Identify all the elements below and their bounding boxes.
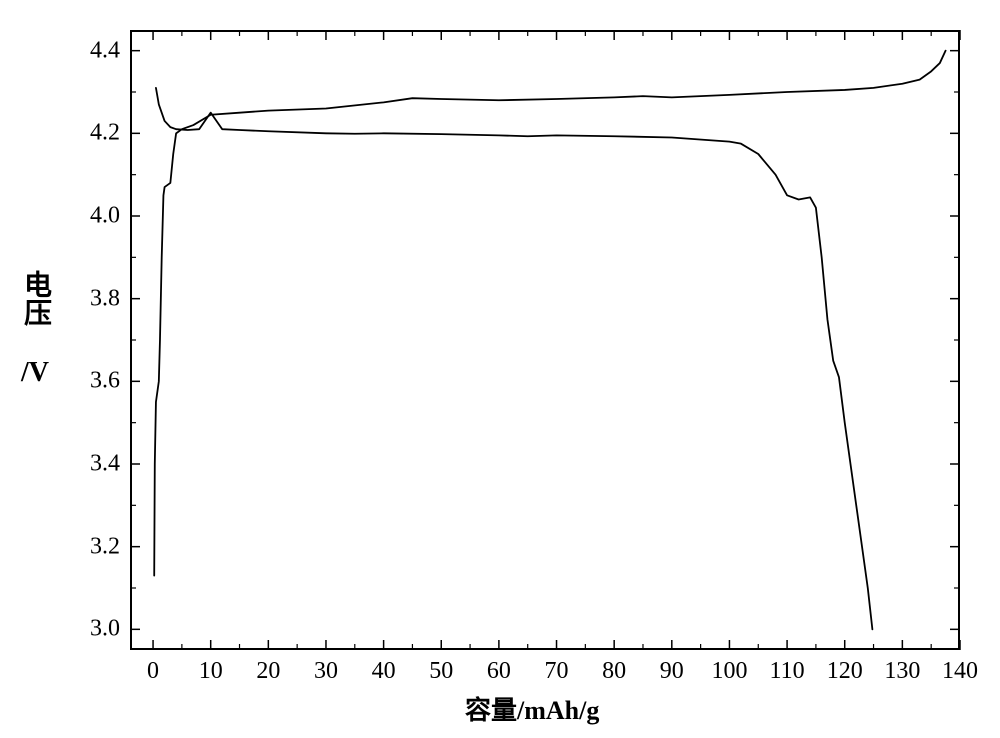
x-tick-label: 50 [429, 658, 453, 685]
x-tick-label: 130 [884, 658, 920, 685]
x-tick-label: 90 [660, 658, 684, 685]
y-tick-label: 3.6 [70, 368, 120, 395]
y-tick-label: 3.8 [70, 285, 120, 312]
chart-container: 电压 /V 容量/mAh/g 0102030405060708090100110… [0, 0, 1000, 738]
discharge-curve [156, 88, 872, 629]
x-tick-label: 80 [602, 658, 626, 685]
data-curves [0, 0, 1000, 738]
x-tick-label: 30 [314, 658, 338, 685]
x-tick-label: 0 [147, 658, 159, 685]
x-tick-label: 20 [256, 658, 280, 685]
y-tick-label: 4.4 [70, 37, 120, 64]
x-tick-label: 40 [372, 658, 396, 685]
x-tick-label: 100 [711, 658, 747, 685]
x-tick-label: 120 [827, 658, 863, 685]
y-tick-label: 3.4 [70, 451, 120, 478]
x-tick-label: 110 [770, 658, 805, 685]
y-tick-label: 3.0 [70, 616, 120, 643]
x-tick-label: 10 [199, 658, 223, 685]
y-tick-label: 4.0 [70, 203, 120, 230]
y-tick-label: 4.2 [70, 120, 120, 147]
x-tick-label: 140 [942, 658, 978, 685]
x-tick-label: 60 [487, 658, 511, 685]
x-tick-label: 70 [545, 658, 569, 685]
y-tick-label: 3.2 [70, 533, 120, 560]
